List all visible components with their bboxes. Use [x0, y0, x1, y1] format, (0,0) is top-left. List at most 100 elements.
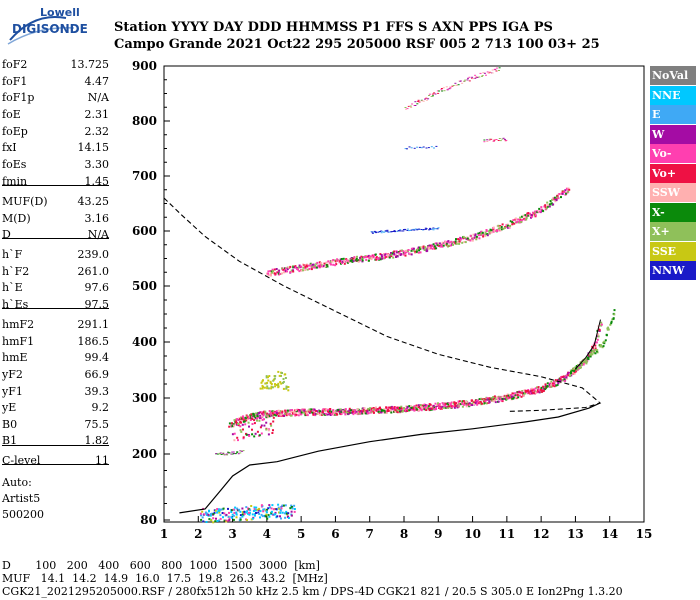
f2-trace-point: [471, 404, 474, 406]
f1-trace-point: [222, 452, 225, 454]
legend-item: SSE: [650, 241, 696, 261]
faint-trace-point: [409, 229, 412, 231]
f2-trace-point: [542, 385, 545, 388]
es-trace-point: [290, 513, 293, 516]
f2-trace-point: [232, 423, 235, 426]
y-tick-label: 300: [132, 391, 157, 405]
multihop-high-point: [428, 93, 431, 95]
multihop-high-point: [437, 92, 440, 94]
faint-high-point: [492, 140, 495, 142]
multihop-trace-point: [343, 262, 346, 265]
multihop-trace-point: [388, 256, 391, 259]
x-trace-point: [584, 358, 587, 361]
multihop-trace-point: [300, 265, 303, 268]
faint-trace-point: [373, 231, 376, 233]
spread-f-point: [258, 434, 261, 437]
es-high-trace-point: [274, 385, 277, 388]
faint-high-point: [501, 138, 504, 140]
multihop-trace-point: [546, 204, 549, 207]
multihop-trace-point: [498, 227, 501, 229]
f2-trace-point: [329, 412, 332, 415]
f2-trace-point: [540, 389, 543, 391]
x-trace-point: [575, 365, 578, 367]
f2-trace-point: [333, 410, 336, 413]
spread-f-point: [260, 432, 263, 435]
multihop-trace-point: [551, 198, 554, 201]
multihop-high-point: [440, 89, 443, 91]
param-name: foEs: [2, 158, 27, 171]
f1-trace-point: [231, 451, 234, 453]
x-trace-point: [570, 371, 572, 374]
multihop-trace-point: [315, 266, 318, 269]
multihop-trace-point: [538, 207, 541, 210]
es-high-trace-point: [281, 372, 283, 374]
es-trace-point: [280, 507, 283, 510]
multihop-trace-point: [507, 224, 509, 227]
multihop-high-point: [479, 72, 482, 74]
es-trace-point: [201, 510, 204, 513]
multihop-trace-point: [419, 247, 422, 250]
multihop-high-point: [468, 76, 471, 78]
param-name: h`F2: [2, 265, 30, 278]
spread-f-point: [251, 423, 254, 425]
f2-trace-point: [396, 409, 399, 412]
multihop-high-point: [409, 105, 412, 107]
multihop-trace-point: [568, 188, 571, 191]
multihop-trace-point: [298, 270, 301, 273]
multihop-trace-point: [474, 234, 477, 237]
param-value: 39.3: [84, 385, 110, 398]
faint-trace-point: [437, 227, 440, 229]
lowell-digisonde-logo: [4, 6, 104, 50]
f2-trace-point: [475, 402, 478, 405]
f2-trace-point: [355, 411, 358, 414]
param-name: h`Es: [2, 298, 29, 311]
f2-trace-point: [239, 421, 242, 424]
f2-trace-point: [415, 404, 418, 407]
es-high-trace-point: [266, 381, 269, 384]
multihop-trace-point: [289, 265, 292, 268]
spread-f-point: [237, 424, 240, 427]
x-tick-label: 4: [263, 527, 271, 541]
f2-trace-point: [400, 405, 403, 408]
multihop-trace-point: [562, 190, 565, 193]
param-row: foEs 3.30: [2, 158, 109, 174]
multihop-trace-point: [514, 218, 517, 221]
multihop-trace-point: [292, 269, 294, 272]
es-trace-point: [259, 516, 261, 519]
multihop-high-point: [421, 100, 424, 102]
f1-trace-point: [215, 453, 218, 455]
legend-item: Vo+: [650, 163, 696, 183]
multihop-trace-point: [484, 234, 487, 237]
es-high-trace-point: [266, 387, 269, 390]
spread-f-point: [261, 418, 264, 421]
es-trace-point: [259, 510, 262, 513]
multihop-trace-point: [509, 220, 512, 223]
param-row: hmE 99.4: [2, 351, 109, 367]
spread-f-point: [256, 430, 259, 433]
x-trace-point: [585, 360, 588, 363]
f2-trace-point: [461, 402, 464, 405]
multihop-trace-point: [382, 253, 385, 255]
multihop-trace-point: [292, 265, 294, 268]
multihop-trace-point: [330, 263, 332, 266]
es-trace-point: [275, 508, 278, 511]
es-trace-point: [245, 511, 248, 514]
f2-trace-point: [367, 407, 370, 410]
f2-trace-point: [419, 406, 421, 409]
y-tick-label: 500: [132, 279, 157, 293]
f2-trace-point: [387, 406, 390, 409]
multihop-high-point: [498, 70, 500, 71]
multihop-trace-point: [511, 223, 514, 226]
es-trace-point: [209, 514, 212, 517]
param-value: 4.47: [84, 75, 110, 88]
multihop-high-point: [468, 80, 471, 82]
multihop-trace-point: [477, 232, 480, 235]
x-trace-point: [577, 364, 579, 367]
f2-trace-point: [351, 411, 353, 414]
f2-trace-point: [483, 401, 486, 404]
f2-trace-point: [501, 398, 504, 400]
multihop-high-point: [495, 67, 498, 69]
multihop-trace-point: [281, 267, 284, 270]
param-name: MUF(D): [2, 195, 48, 208]
f2-trace-point: [553, 381, 556, 384]
